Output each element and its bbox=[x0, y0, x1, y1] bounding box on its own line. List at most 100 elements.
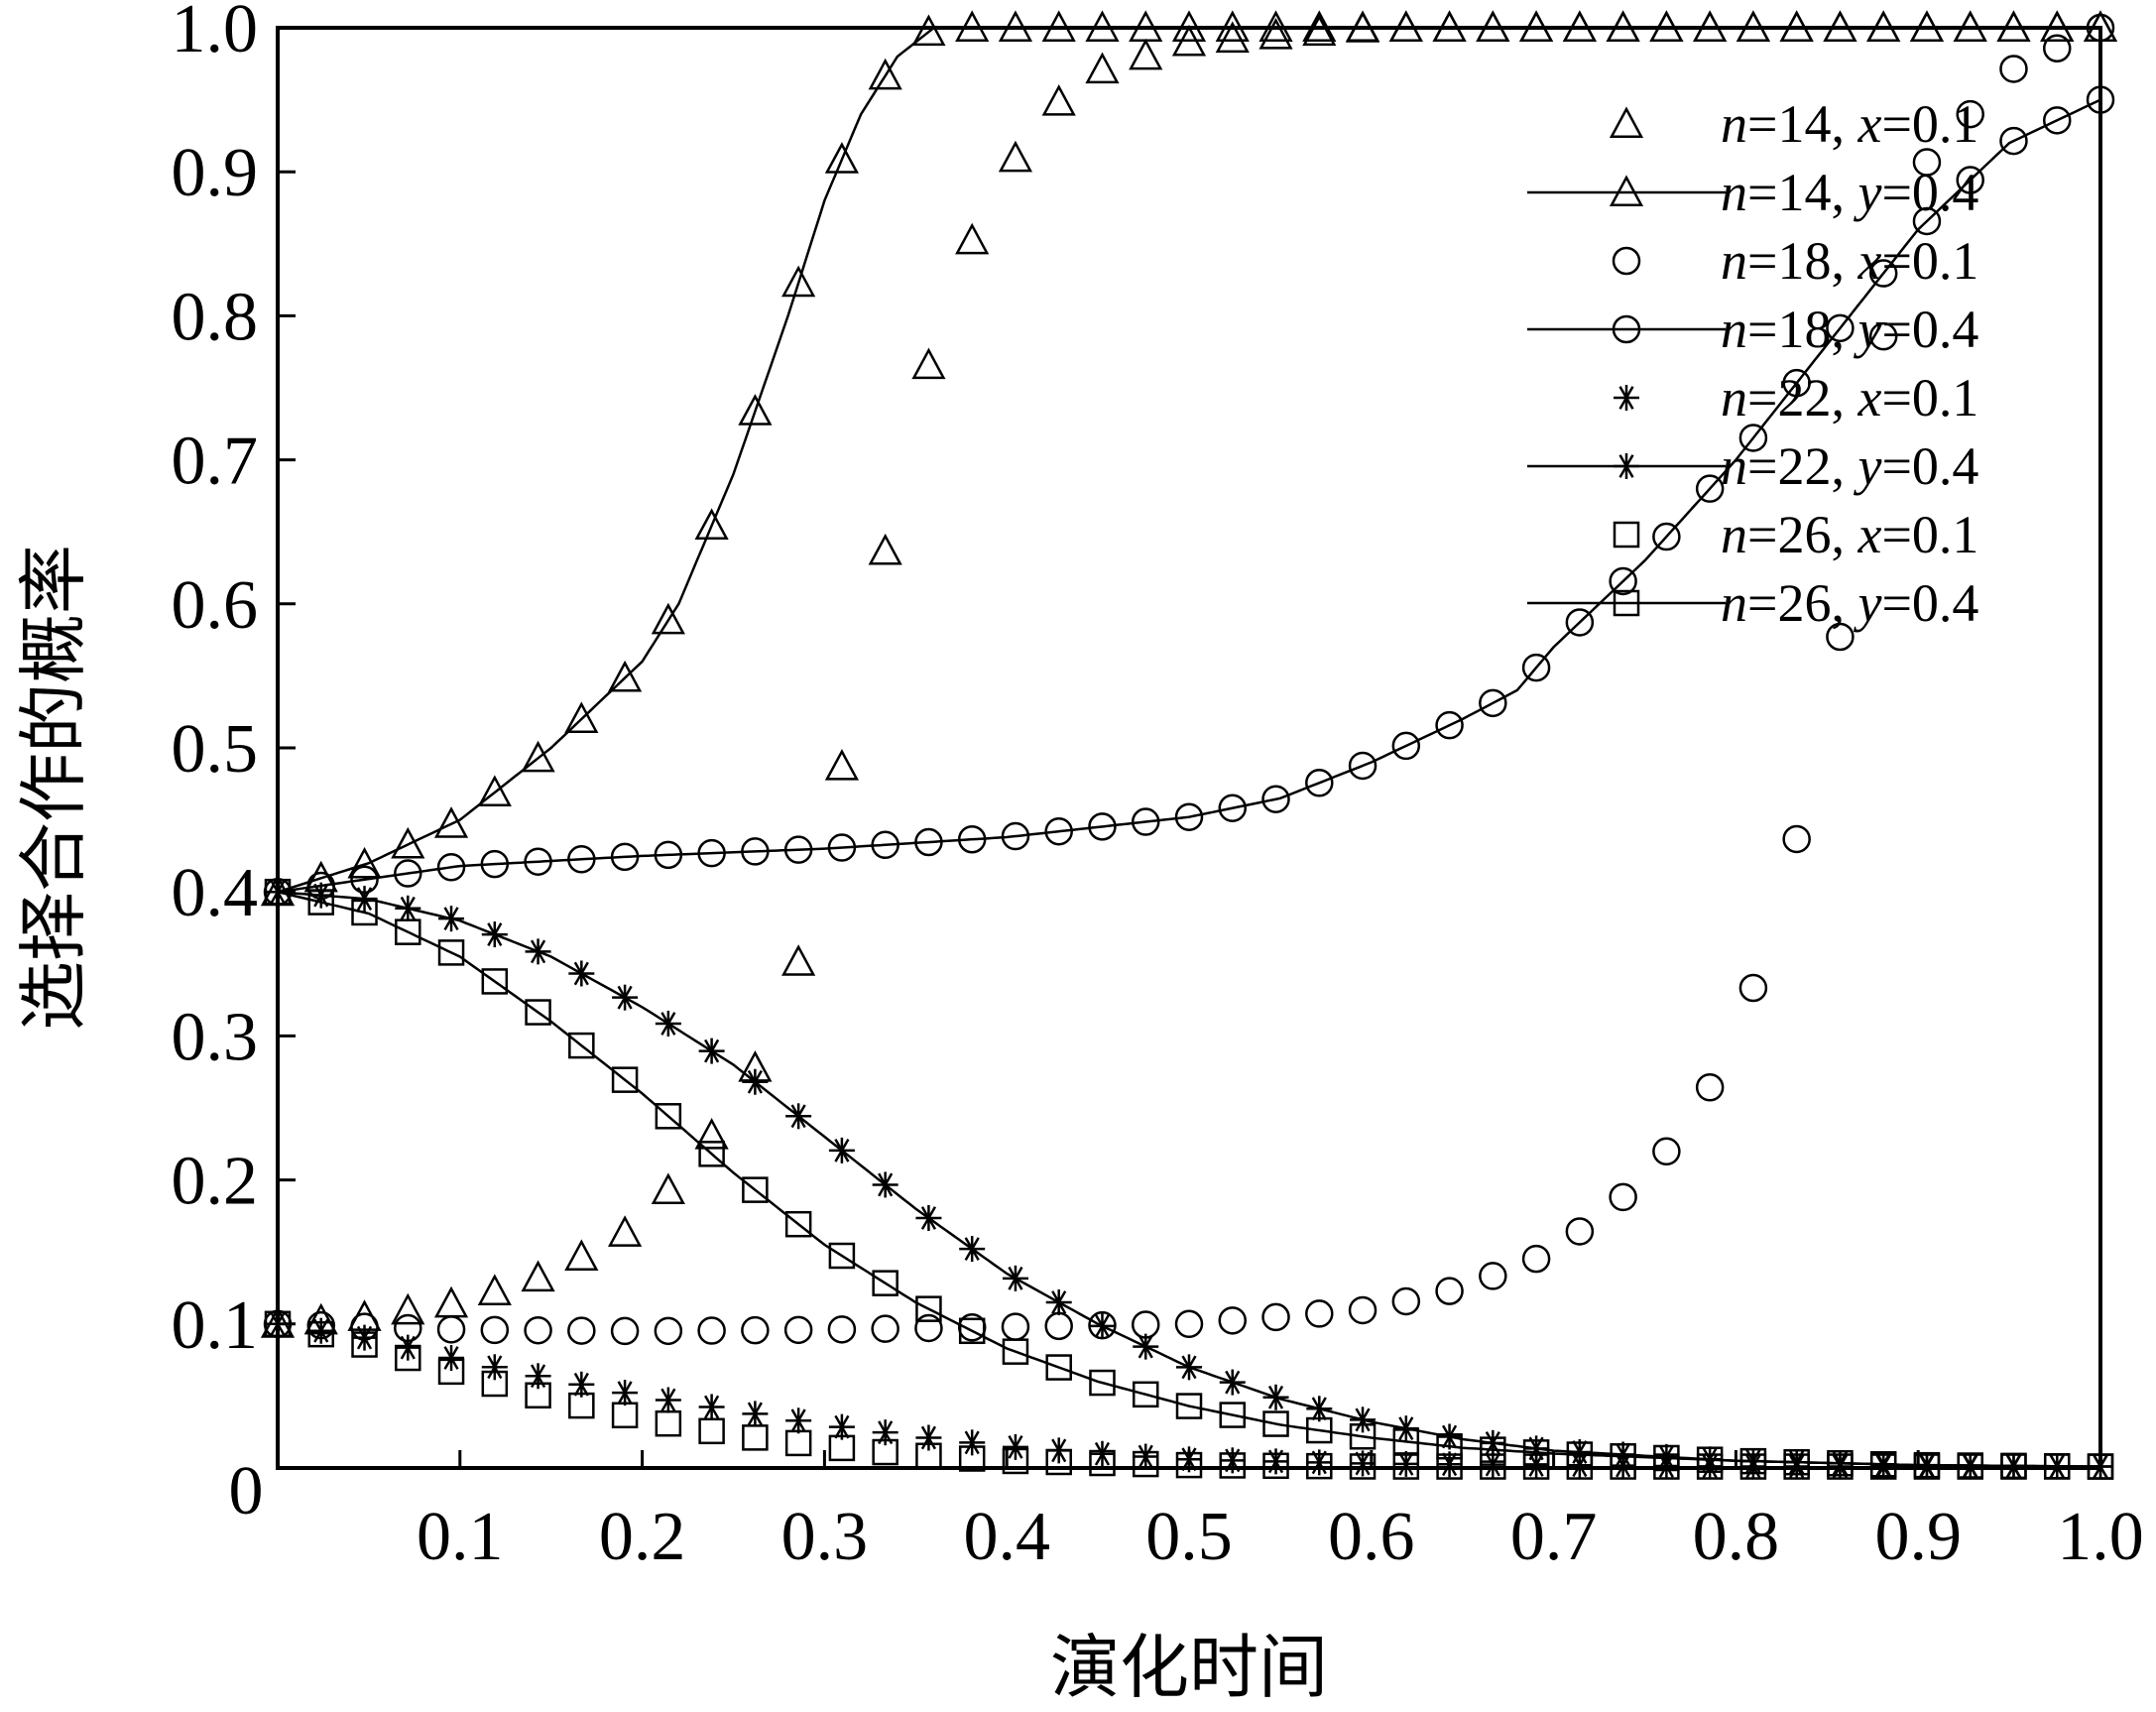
data-point bbox=[568, 1392, 595, 1419]
data-point bbox=[872, 1438, 898, 1466]
y-tick-label: 1.0 bbox=[172, 0, 259, 67]
data-point bbox=[1306, 1416, 1333, 1444]
data-point bbox=[959, 1236, 986, 1263]
data-point bbox=[1131, 807, 1160, 836]
y-tick-label: 0.5 bbox=[172, 711, 259, 788]
legend-label: n=14, x=0.1 bbox=[1721, 94, 1978, 154]
data-point bbox=[785, 1103, 812, 1130]
data-point bbox=[1912, 206, 1942, 236]
data-point bbox=[742, 1401, 769, 1427]
data-point bbox=[741, 1315, 770, 1345]
legend-label-var: y bbox=[1853, 573, 1881, 633]
data-point bbox=[828, 1242, 856, 1270]
data-point bbox=[738, 394, 773, 426]
data-point bbox=[827, 833, 857, 862]
data-point bbox=[481, 968, 509, 995]
data-point bbox=[828, 1413, 855, 1440]
data-point bbox=[1219, 1452, 1247, 1479]
legend-label-var: x bbox=[1857, 505, 1881, 564]
x-tick-label: 0.3 bbox=[781, 1499, 869, 1575]
data-point bbox=[1391, 731, 1421, 761]
data-point bbox=[655, 1409, 682, 1437]
x-tick-label: 0.4 bbox=[963, 1499, 1050, 1575]
data-point bbox=[1480, 1436, 1506, 1463]
data-point bbox=[568, 1032, 595, 1059]
data-point bbox=[959, 1429, 986, 1456]
series-line bbox=[277, 98, 2101, 894]
legend-label-part: =14, bbox=[1747, 163, 1857, 222]
data-point bbox=[1133, 1443, 1159, 1470]
legend-label-var: n bbox=[1721, 163, 1747, 222]
data-point bbox=[567, 845, 596, 874]
data-point bbox=[655, 1103, 682, 1130]
data-point bbox=[1219, 1402, 1247, 1428]
data-point bbox=[480, 849, 510, 879]
data-point bbox=[351, 1324, 378, 1351]
data-point bbox=[957, 824, 987, 854]
data-point bbox=[914, 1313, 943, 1343]
data-point bbox=[1174, 1309, 1204, 1339]
legend-label: n=18, y=0.4 bbox=[1721, 300, 1978, 359]
data-point bbox=[1001, 821, 1030, 851]
data-point bbox=[872, 1171, 898, 1198]
legend-marker bbox=[1609, 175, 1644, 206]
legend-label-part: =18, bbox=[1747, 231, 1857, 291]
x-tick-label: 0.7 bbox=[1510, 1499, 1598, 1575]
data-point bbox=[521, 740, 555, 773]
data-point bbox=[1262, 1410, 1289, 1437]
data-point bbox=[1609, 566, 1637, 596]
legend-label: n=22, y=0.4 bbox=[1721, 436, 1978, 496]
legend-label-part: =22, bbox=[1747, 436, 1857, 496]
data-point bbox=[1002, 1433, 1028, 1460]
data-point bbox=[1391, 1286, 1421, 1316]
data-point bbox=[872, 1270, 898, 1296]
data-point bbox=[395, 1334, 421, 1361]
legend-label-part: =0.1 bbox=[1881, 231, 1978, 291]
data-point bbox=[1521, 653, 1551, 682]
data-point bbox=[698, 1394, 725, 1420]
data-point bbox=[828, 1137, 855, 1163]
legend-label-var: n bbox=[1721, 300, 1747, 359]
data-point bbox=[1392, 1428, 1420, 1455]
data-point bbox=[1305, 769, 1334, 797]
legend-label-part: =14, bbox=[1747, 94, 1857, 154]
legend-label-part: =0.4 bbox=[1881, 436, 1978, 496]
data-point bbox=[742, 1176, 769, 1203]
data-point bbox=[1176, 1354, 1202, 1381]
legend-marker bbox=[1612, 314, 1641, 344]
data-point bbox=[611, 1402, 639, 1429]
data-point bbox=[1261, 1302, 1290, 1332]
legend-label-part: =0.4 bbox=[1881, 573, 1978, 633]
data-point bbox=[955, 222, 990, 255]
data-point bbox=[1132, 1381, 1159, 1408]
data-point bbox=[742, 1424, 769, 1451]
data-point bbox=[525, 1382, 551, 1409]
data-point bbox=[307, 889, 335, 916]
legend-label-part: =0.1 bbox=[1881, 368, 1978, 428]
data-point bbox=[1912, 148, 1942, 177]
data-point bbox=[1089, 1312, 1116, 1339]
data-point bbox=[1174, 802, 1204, 831]
data-point bbox=[1002, 1338, 1029, 1365]
data-point bbox=[564, 1239, 599, 1272]
data-point bbox=[1783, 1448, 1810, 1476]
data-point bbox=[395, 918, 421, 945]
data-point bbox=[347, 846, 382, 879]
data-point bbox=[436, 853, 466, 882]
data-point bbox=[521, 1260, 555, 1292]
legend-label-var: n bbox=[1721, 573, 1747, 633]
data-point bbox=[654, 840, 683, 870]
data-point bbox=[871, 830, 899, 860]
data-point bbox=[698, 1417, 725, 1445]
legend: n=14, x=0.1n=14, y=0.4n=18, x=0.1n=18, y… bbox=[1527, 94, 1978, 633]
legend-label: n=18, x=0.1 bbox=[1721, 231, 1978, 291]
data-point bbox=[1695, 1073, 1725, 1102]
legend-label-var: n bbox=[1721, 231, 1747, 291]
data-point bbox=[1175, 1393, 1203, 1419]
legend-label-var: n bbox=[1721, 436, 1747, 496]
data-point bbox=[1738, 424, 1768, 452]
legend-marker bbox=[1614, 453, 1639, 479]
legend-item: n=18, y=0.4 bbox=[1527, 300, 1978, 359]
data-point bbox=[781, 265, 816, 298]
data-point bbox=[1089, 1369, 1116, 1397]
